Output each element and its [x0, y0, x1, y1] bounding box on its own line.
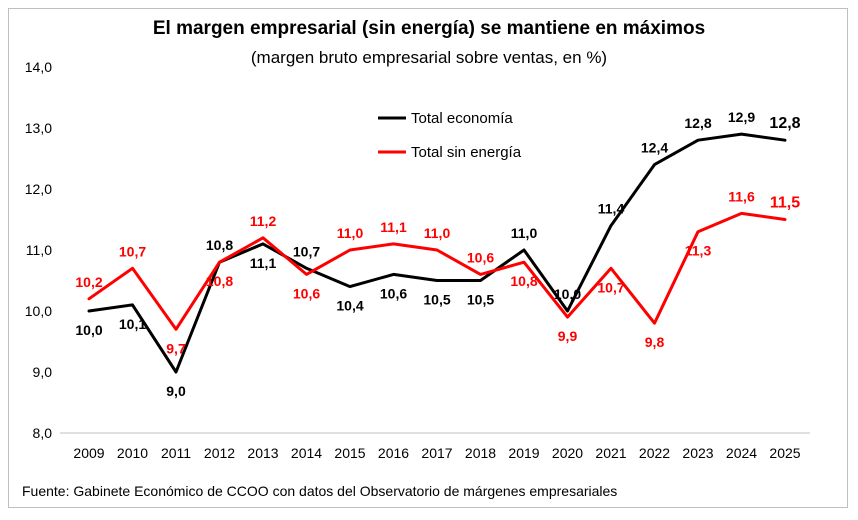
legend-label: Total economía [411, 110, 513, 127]
data-label: 12,9 [728, 109, 755, 125]
data-label: 11,6 [728, 188, 755, 204]
x-tick-label: 2022 [639, 445, 670, 461]
data-label: 9,0 [166, 383, 186, 399]
y-tick-label: 10,0 [25, 303, 52, 319]
data-label: 9,7 [166, 340, 186, 356]
data-label: 11,1 [250, 255, 277, 271]
data-label: 11,4 [598, 201, 625, 217]
chart-source: Fuente: Gabinete Económico de CCOO con d… [22, 483, 618, 499]
data-label: 10,1 [119, 316, 146, 332]
data-label: 10,6 [293, 285, 320, 301]
y-tick-label: 8,0 [33, 425, 53, 441]
y-tick-label: 12,0 [25, 181, 52, 197]
x-tick-label: 2017 [421, 445, 452, 461]
data-label: 10,8 [510, 273, 537, 289]
y-tick-label: 13,0 [25, 120, 52, 136]
data-label: 11,1 [380, 219, 407, 235]
series-line-total-sin-energia [87, 211, 787, 331]
data-label: 11,0 [337, 225, 364, 241]
x-tick-label: 2016 [378, 445, 409, 461]
x-tick-label: 2012 [204, 445, 235, 461]
data-label: 9,9 [558, 328, 578, 344]
x-tick-label: 2024 [726, 445, 757, 461]
x-tick-label: 2023 [682, 445, 713, 461]
y-tick-label: 9,0 [33, 364, 53, 380]
legend-label: Total sin energía [411, 144, 522, 161]
x-tick-label: 2018 [465, 445, 496, 461]
x-tick-label: 2010 [117, 445, 148, 461]
data-label: 9,8 [645, 334, 665, 350]
x-tick-label: 2013 [247, 445, 278, 461]
data-label: 10,4 [336, 298, 363, 314]
data-label: 11,5 [770, 195, 800, 212]
x-tick-label: 2011 [161, 445, 191, 461]
data-label: 10,8 [206, 273, 233, 289]
data-label: 10,8 [206, 237, 233, 253]
x-tick-label: 2014 [291, 445, 322, 461]
data-label: 10,6 [467, 249, 494, 265]
chart-subtitle: (margen bruto empresarial sobre ventas, … [250, 48, 608, 67]
x-tick-label: 2009 [73, 445, 104, 461]
y-tick-label: 14,0 [25, 59, 52, 75]
data-label: 10,7 [119, 243, 146, 259]
chart-title: El margen empresarial (sin energía) se m… [152, 18, 706, 39]
data-label: 10,0 [75, 322, 102, 338]
x-tick-label: 2025 [769, 445, 800, 461]
x-tick-label: 2020 [552, 445, 583, 461]
data-label: 10,7 [293, 243, 320, 259]
data-label: 12,4 [641, 140, 668, 156]
data-label: 10,5 [467, 292, 494, 308]
series-line-total-economia [87, 132, 787, 374]
data-label: 11,0 [424, 225, 451, 241]
data-label: 10,5 [423, 292, 450, 308]
x-tick-label: 2019 [508, 445, 539, 461]
data-label: 11,3 [685, 243, 712, 259]
data-label: 12,8 [684, 115, 711, 131]
data-label: 10,6 [380, 285, 407, 301]
x-tick-label: 2021 [595, 445, 626, 461]
data-label: 10,7 [597, 279, 624, 295]
chart-frame [8, 8, 848, 508]
data-label: 10,2 [75, 274, 102, 290]
data-label: 11,2 [250, 213, 277, 229]
y-tick-label: 11,0 [26, 242, 52, 258]
data-label: 12,8 [769, 115, 800, 132]
data-label: 11,0 [511, 225, 538, 241]
x-tick-label: 2015 [334, 445, 365, 461]
data-label: 10,0 [554, 286, 581, 302]
